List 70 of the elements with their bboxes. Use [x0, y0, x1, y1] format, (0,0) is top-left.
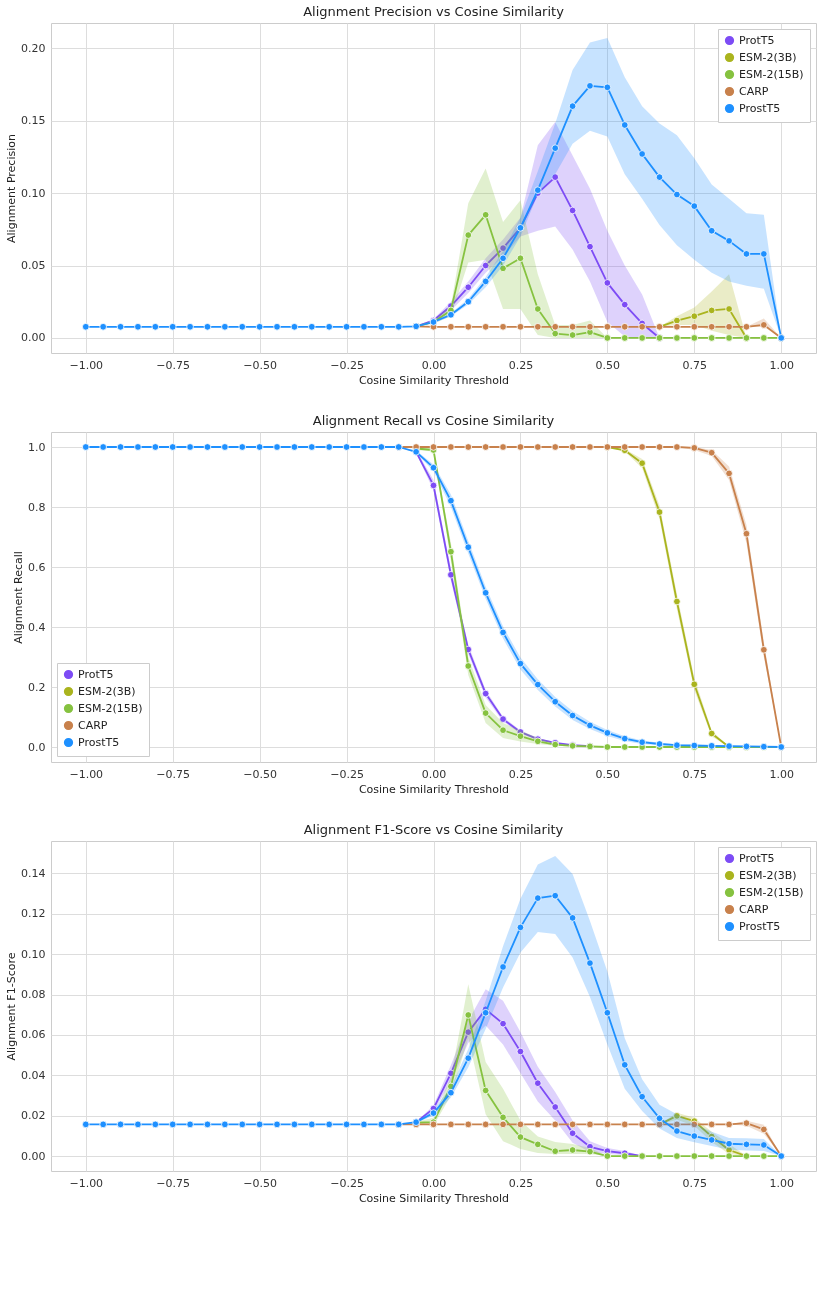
y-axis-title: Alignment F1-Score [5, 952, 19, 1061]
x-tick-label: −0.75 [156, 358, 191, 372]
legend-label: ProstT5 [739, 101, 781, 115]
y-axis-title: Alignment Recall [12, 551, 26, 644]
y-tick-label: 0.10 [21, 186, 46, 200]
x-tick-label: 0.50 [595, 767, 621, 781]
y-tick-label: 0.0 [28, 740, 46, 754]
x-tick-label: −1.00 [69, 358, 104, 372]
y-tick-label: 0.04 [21, 1068, 46, 1082]
x-tick-label: 0.25 [508, 767, 534, 781]
x-tick-label: 0.25 [508, 358, 534, 372]
x-tick-label: −0.25 [330, 1176, 364, 1190]
x-tick-label: 0.75 [682, 1176, 708, 1190]
x-tick-label: −0.50 [243, 767, 277, 781]
y-tick-label: 0.05 [21, 259, 46, 272]
y-tick-label: 0.4 [28, 620, 46, 634]
legend-label: CARP [78, 718, 108, 732]
chart-title: Alignment Recall vs Cosine Similarity [312, 413, 555, 428]
legend-label: ProtT5 [739, 851, 775, 865]
x-tick-label: 1.00 [769, 358, 794, 372]
x-tick-label: 0.25 [508, 1176, 534, 1190]
legend-label: CARP [739, 902, 769, 916]
x-tick-label: 1.00 [769, 1176, 794, 1190]
legend-label: ProstT5 [739, 919, 781, 933]
y-tick-label: 0.20 [21, 41, 46, 55]
legend-label: ESM-2(3B) [78, 684, 136, 698]
x-tick-label: −0.25 [330, 767, 364, 781]
x-tick-label: 1.00 [769, 767, 794, 781]
x-tick-label: 0.50 [595, 358, 621, 372]
x-tick-label: −0.75 [156, 1176, 191, 1190]
x-tick-label: −0.75 [156, 767, 191, 781]
legend-label: CARP [739, 84, 769, 98]
y-tick-label: 0.10 [21, 947, 46, 961]
chart-title: Alignment F1-Score vs Cosine Similarity [303, 822, 564, 837]
legend-label: ESM-2(3B) [739, 868, 797, 882]
y-tick-label: 0.14 [21, 867, 46, 880]
legend-label: ProstT5 [78, 735, 120, 749]
y-tick-label: 0.06 [21, 1028, 46, 1042]
legend-label: ESM-2(15B) [739, 67, 804, 81]
x-tick-label: −0.50 [243, 1176, 277, 1190]
x-tick-label: 0.75 [682, 767, 708, 781]
y-tick-label: 0.8 [28, 500, 46, 514]
y-tick-label: 0.00 [21, 331, 46, 345]
x-tick-label: −1.00 [69, 767, 104, 781]
x-tick-label: 0.75 [682, 358, 708, 372]
y-tick-label: 0.2 [28, 680, 46, 694]
legend-label: ESM-2(3B) [739, 50, 797, 64]
x-tick-label: 0.00 [421, 767, 447, 781]
legend-label: ESM-2(15B) [739, 885, 804, 899]
legend-label: ESM-2(15B) [78, 701, 143, 715]
y-tick-label: 0.6 [28, 560, 46, 574]
x-tick-label: 0.00 [421, 1176, 447, 1190]
legend-label: ProtT5 [739, 33, 775, 47]
x-tick-label: −1.00 [69, 1176, 104, 1190]
y-tick-label: 0.00 [21, 1149, 46, 1163]
y-tick-label: 0.08 [21, 988, 46, 1002]
y-tick-label: 1.0 [28, 440, 46, 454]
x-axis-title: Cosine Similarity Threshold [358, 373, 510, 387]
x-axis-title: Cosine Similarity Threshold [358, 1191, 510, 1205]
y-tick-label: 0.02 [21, 1109, 46, 1123]
y-axis-title: Alignment Precision [5, 134, 19, 243]
x-tick-label: −0.25 [330, 358, 364, 372]
x-tick-label: 0.50 [595, 1176, 621, 1190]
chart-title: Alignment Precision vs Cosine Similarity [303, 4, 565, 19]
legend-label: ProtT5 [78, 667, 114, 681]
x-axis-title: Cosine Similarity Threshold [358, 782, 510, 796]
y-tick-label: 0.12 [21, 907, 46, 921]
y-tick-label: 0.15 [21, 114, 46, 128]
x-tick-label: −0.50 [243, 358, 277, 372]
x-tick-label: 0.00 [421, 358, 447, 372]
